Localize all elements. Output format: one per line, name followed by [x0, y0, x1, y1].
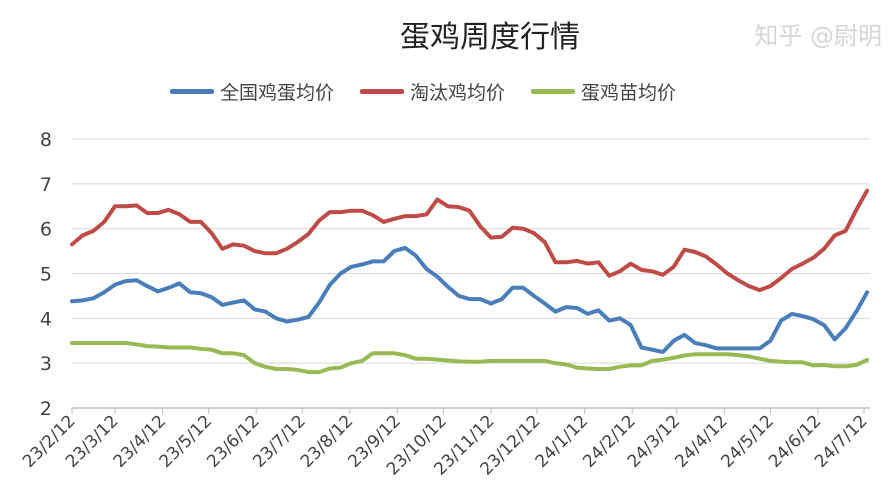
- watermark: 知乎 @尉明: [754, 22, 882, 50]
- chart-title: 蛋鸡周度行情: [400, 20, 580, 55]
- legend-label: 全国鸡蛋均价: [220, 82, 335, 104]
- y-tick-label: 8: [40, 129, 52, 151]
- legend-item: 淘汰鸡均价: [360, 78, 505, 105]
- legend: 全国鸡蛋均价 淘汰鸡均价 蛋鸡苗均价: [170, 78, 676, 105]
- y-tick-label: 7: [40, 174, 52, 196]
- legend-label: 淘汰鸡均价: [410, 82, 506, 104]
- series-line: [70, 188, 870, 293]
- legend-item: 全国鸡蛋均价: [170, 78, 334, 105]
- y-tick-label: 5: [40, 264, 52, 286]
- series-line: [70, 341, 870, 375]
- y-tick-label: 3: [40, 353, 52, 375]
- legend-label: 蛋鸡苗均价: [581, 82, 677, 104]
- legend-swatch: [170, 89, 214, 94]
- legend-item: 蛋鸡苗均价: [531, 78, 676, 105]
- legend-swatch: [360, 89, 405, 94]
- y-tick-label: 6: [40, 219, 52, 241]
- legend-swatch: [531, 89, 576, 94]
- y-tick-label: 4: [40, 308, 52, 330]
- y-tick-label: 2: [40, 398, 52, 420]
- series-line: [70, 245, 870, 354]
